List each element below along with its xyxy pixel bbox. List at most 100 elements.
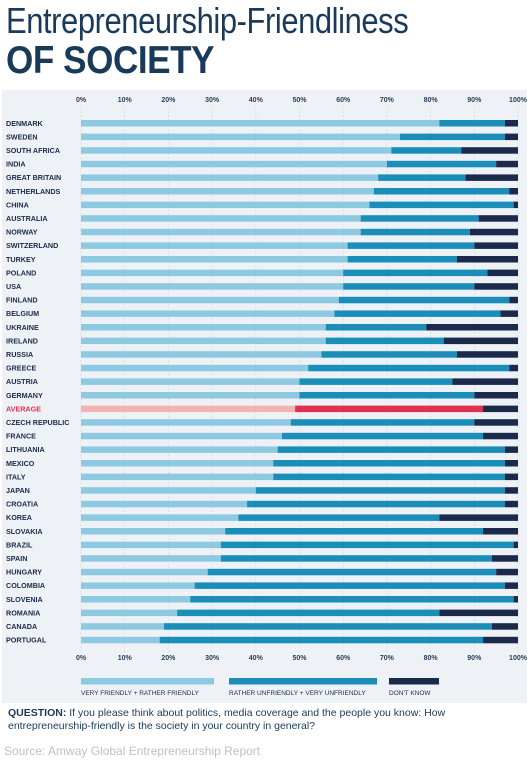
bar-segment	[190, 596, 514, 603]
bar-segment	[343, 269, 488, 277]
bar-segment	[513, 596, 518, 603]
bar-segment	[509, 364, 518, 372]
category-label: COLOMBIA	[6, 581, 45, 590]
bar-segment	[159, 636, 484, 644]
bar-segment	[334, 310, 501, 317]
bar-segment	[483, 432, 518, 440]
bar-segment	[504, 460, 518, 467]
bar-segment	[478, 215, 518, 222]
bar-segment	[81, 147, 392, 154]
bar-segment	[474, 242, 518, 249]
bar-segment	[81, 310, 335, 317]
tick-label-bottom: 50%	[292, 655, 307, 662]
tick-label-bottom: 10%	[118, 655, 133, 662]
bar-segment	[474, 392, 518, 399]
bar-segment	[461, 147, 518, 154]
bar-segment	[400, 133, 505, 141]
bar-segment	[452, 378, 518, 385]
bar-segment	[81, 528, 226, 535]
tick-label-bottom: 40%	[249, 655, 264, 662]
bar-segment	[255, 487, 505, 494]
tick-label-bottom: 20%	[161, 655, 176, 662]
bar-segment	[391, 147, 462, 154]
bar-segment	[456, 256, 518, 263]
bar-segment	[207, 568, 497, 576]
bar-segment	[299, 392, 475, 399]
bar-segment	[81, 242, 348, 249]
category-label: UKRAINE	[6, 323, 39, 332]
bar-segment	[325, 324, 427, 331]
legend-swatch	[81, 678, 214, 685]
bar-segment	[81, 228, 361, 236]
bar-segment	[273, 473, 505, 481]
category-label: CANADA	[6, 622, 37, 631]
bar-segment	[81, 541, 221, 549]
tick-label-top: 40%	[249, 97, 264, 104]
legend-label: RATHER UNFRIENDLY + VERY UNFRIENDLY	[229, 690, 366, 697]
category-label: FINLAND	[6, 296, 38, 305]
bar-segment	[247, 500, 505, 508]
bar-segment	[373, 188, 510, 195]
bar-segment	[426, 324, 518, 331]
chart-panel: 0% 0% 10% 10% 20% 20% 30% 30% 40% 40% 50% 50% 60% 60%…	[2, 90, 527, 703]
bar-segment	[81, 269, 344, 277]
bar-segment	[81, 419, 291, 426]
bar-segment	[81, 160, 387, 168]
bar-segment	[321, 351, 457, 358]
category-label: GREAT BRITAIN	[6, 173, 61, 182]
tick-label-top: 60%	[336, 97, 351, 104]
bar-segment	[378, 174, 466, 181]
stacked-bar-chart: 0% 0% 10% 10% 20% 20% 30% 30% 40% 40% 50% 50% 60% 60%…	[6, 97, 527, 697]
bar-segment	[81, 487, 256, 494]
tick-label-bottom: 100%	[509, 655, 527, 662]
bar-segment	[474, 283, 518, 290]
bar-segment	[81, 378, 300, 385]
bar-segment	[81, 609, 178, 617]
bar-segment	[509, 296, 518, 304]
category-label: AVERAGE	[6, 404, 41, 413]
category-label: SWITZERLAND	[6, 241, 58, 250]
bar-segment	[81, 514, 239, 521]
category-label: CHINA	[6, 200, 29, 209]
bar-segment	[273, 460, 505, 467]
bar-segment	[474, 419, 518, 426]
bar-segment	[81, 120, 440, 127]
chart-title: Entrepreneurship-Friendliness	[6, 0, 409, 41]
bar-segment	[81, 500, 248, 508]
tick-label-top: 80%	[424, 97, 439, 104]
question-text: QUESTION: If you please think about poli…	[8, 707, 523, 733]
category-label: JAPAN	[6, 486, 30, 495]
bar-segment	[308, 364, 510, 372]
bar-segment	[509, 188, 518, 195]
bar-segment	[504, 582, 518, 589]
bar-segment	[225, 528, 484, 535]
legend-label: DON'T KNOW	[389, 690, 431, 697]
tick-label-top: 0%	[76, 97, 87, 104]
bar-segment	[347, 256, 457, 263]
bar-segment	[483, 405, 518, 413]
category-label: DENMARK	[6, 119, 44, 128]
bar-segment	[439, 609, 518, 617]
bar-segment	[504, 446, 518, 453]
bar-segment	[456, 351, 518, 358]
tick-label-bottom: 30%	[205, 655, 220, 662]
category-label: HUNGARY	[6, 568, 42, 577]
bar-segment	[504, 487, 518, 494]
bar-segment	[81, 568, 208, 576]
category-label: AUSTRALIA	[6, 214, 48, 223]
bar-segment	[504, 500, 518, 508]
category-label: TURKEY	[6, 255, 36, 264]
category-label: PORTUGAL	[6, 636, 47, 645]
legend-swatch	[229, 678, 377, 685]
bar-segment	[81, 324, 326, 331]
bar-segment	[81, 460, 274, 467]
bar-segment	[504, 133, 518, 141]
bar-segment	[487, 269, 518, 277]
bar-segment	[386, 160, 497, 168]
bar-segment	[496, 568, 518, 576]
bar-segment	[439, 120, 505, 127]
bar-segment	[81, 364, 309, 372]
tick-label-top: 20%	[161, 97, 176, 104]
bar-segment	[483, 528, 518, 535]
category-label: SPAIN	[6, 554, 27, 563]
